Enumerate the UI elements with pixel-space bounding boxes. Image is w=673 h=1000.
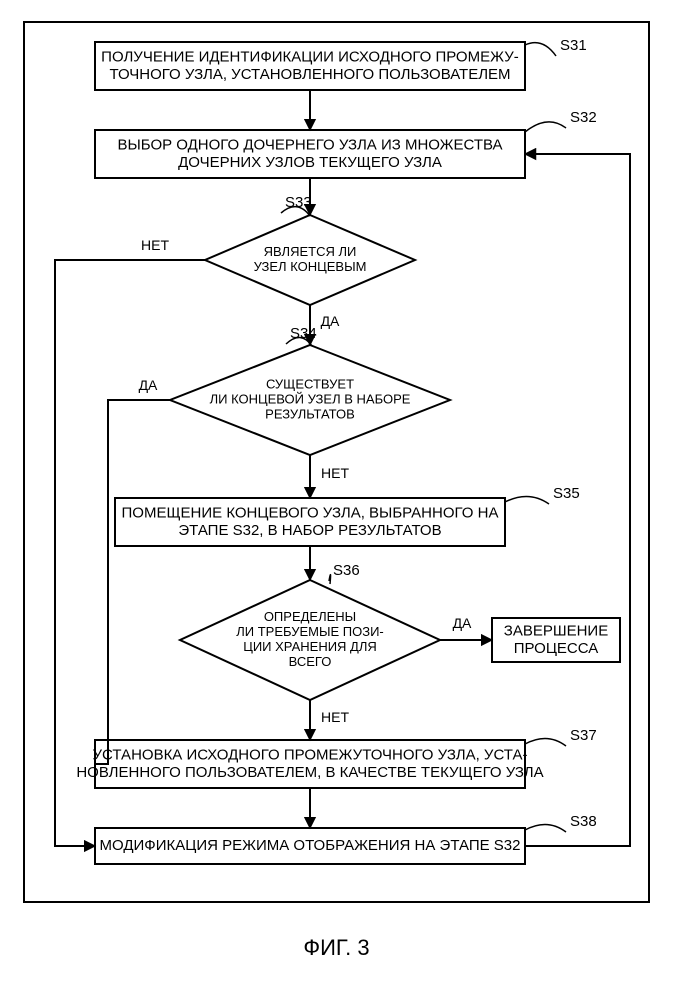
edge-label-e34-yes-37: ДА — [139, 377, 158, 393]
node-s31-text: ПОЛУЧЕНИЕ ИДЕНТИФИКАЦИИ ИСХОДНОГО ПРОМЕЖ… — [101, 49, 519, 83]
svg-text:ЛИ ТРЕБУЕМЫЕ ПОЗИ-: ЛИ ТРЕБУЕМЫЕ ПОЗИ- — [236, 624, 384, 639]
svg-text:ЦИИ ХРАНЕНИЯ ДЛЯ: ЦИИ ХРАНЕНИЯ ДЛЯ — [243, 639, 377, 654]
svg-text:ДОЧЕРНИХ УЗЛОВ ТЕКУЩЕГО УЗЛА: ДОЧЕРНИХ УЗЛОВ ТЕКУЩЕГО УЗЛА — [178, 154, 442, 171]
svg-text:УЗЕЛ КОНЦЕВЫМ: УЗЕЛ КОНЦЕВЫМ — [254, 259, 367, 274]
edge-label-e34-35: НЕТ — [321, 465, 349, 481]
label-s34: S34 — [290, 325, 317, 342]
label-s36: S36 — [333, 562, 360, 579]
svg-text:ПОЛУЧЕНИЕ ИДЕНТИФИКАЦИИ ИСХОДН: ПОЛУЧЕНИЕ ИДЕНТИФИКАЦИИ ИСХОДНОГО ПРОМЕЖ… — [101, 49, 519, 66]
svg-text:УСТАНОВКА ИСХОДНОГО ПРОМЕЖУТОЧ: УСТАНОВКА ИСХОДНОГО ПРОМЕЖУТОЧНОГО УЗЛА,… — [93, 747, 528, 764]
edge-label-e36-end: ДА — [453, 615, 472, 631]
svg-text:ТОЧНОГО УЗЛА, УСТАНОВЛЕННОГО П: ТОЧНОГО УЗЛА, УСТАНОВЛЕННОГО ПОЛЬЗОВАТЕЛ… — [109, 66, 510, 83]
svg-text:МОДИФИКАЦИЯ РЕЖИМА ОТОБРАЖЕНИЯ: МОДИФИКАЦИЯ РЕЖИМА ОТОБРАЖЕНИЯ НА ЭТАПЕ … — [100, 837, 521, 854]
svg-text:ЛИ КОНЦЕВОЙ УЗЕЛ В НАБОРЕ: ЛИ КОНЦЕВОЙ УЗЕЛ В НАБОРЕ — [210, 392, 411, 407]
label-s31: S31 — [560, 37, 587, 54]
label-s38: S38 — [570, 813, 597, 830]
svg-text:РЕЗУЛЬТАТОВ: РЕЗУЛЬТАТОВ — [265, 407, 355, 422]
node-s38-text: МОДИФИКАЦИЯ РЕЖИМА ОТОБРАЖЕНИЯ НА ЭТАПЕ … — [100, 837, 521, 854]
label-s37: S37 — [570, 727, 597, 744]
edge-label-e33-34: ДА — [321, 313, 340, 329]
svg-text:ВЫБОР ОДНОГО ДОЧЕРНЕГО УЗЛА ИЗ: ВЫБОР ОДНОГО ДОЧЕРНЕГО УЗЛА ИЗ МНОЖЕСТВА — [117, 137, 502, 154]
node-s37-text: УСТАНОВКА ИСХОДНОГО ПРОМЕЖУТОЧНОГО УЗЛА,… — [76, 747, 543, 781]
label-s32: S32 — [570, 109, 597, 126]
svg-text:ЯВЛЯЕТСЯ ЛИ: ЯВЛЯЕТСЯ ЛИ — [264, 244, 357, 259]
svg-text:ПОМЕЩЕНИЕ КОНЦЕВОГО УЗЛА, ВЫБР: ПОМЕЩЕНИЕ КОНЦЕВОГО УЗЛА, ВЫБРАННОГО НА — [122, 505, 499, 522]
svg-text:ЭТАПЕ S32, В НАБОР РЕЗУЛЬТАТОВ: ЭТАПЕ S32, В НАБОР РЕЗУЛЬТАТОВ — [178, 522, 441, 539]
svg-text:ВСЕГО: ВСЕГО — [289, 654, 332, 669]
svg-text:СУЩЕСТВУЕТ: СУЩЕСТВУЕТ — [266, 377, 354, 392]
svg-text:ПРОЦЕССА: ПРОЦЕССА — [514, 640, 599, 657]
edge-label-e33-no-38: НЕТ — [141, 237, 169, 253]
node-end-text: ЗАВЕРШЕНИЕПРОЦЕССА — [504, 623, 608, 657]
svg-text:ОПРЕДЕЛЕНЫ: ОПРЕДЕЛЕНЫ — [264, 609, 356, 624]
label-s33: S33 — [285, 194, 312, 211]
label-s35: S35 — [553, 485, 580, 502]
svg-text:НОВЛЕННОГО ПОЛЬЗОВАТЕЛЕМ, В КА: НОВЛЕННОГО ПОЛЬЗОВАТЕЛЕМ, В КАЧЕСТВЕ ТЕК… — [76, 764, 543, 781]
node-s33-text: ЯВЛЯЕТСЯ ЛИУЗЕЛ КОНЦЕВЫМ — [254, 244, 367, 274]
edge-label-e36-37: НЕТ — [321, 709, 349, 725]
figure-caption: ФИГ. 3 — [303, 935, 369, 960]
svg-text:ЗАВЕРШЕНИЕ: ЗАВЕРШЕНИЕ — [504, 623, 608, 640]
